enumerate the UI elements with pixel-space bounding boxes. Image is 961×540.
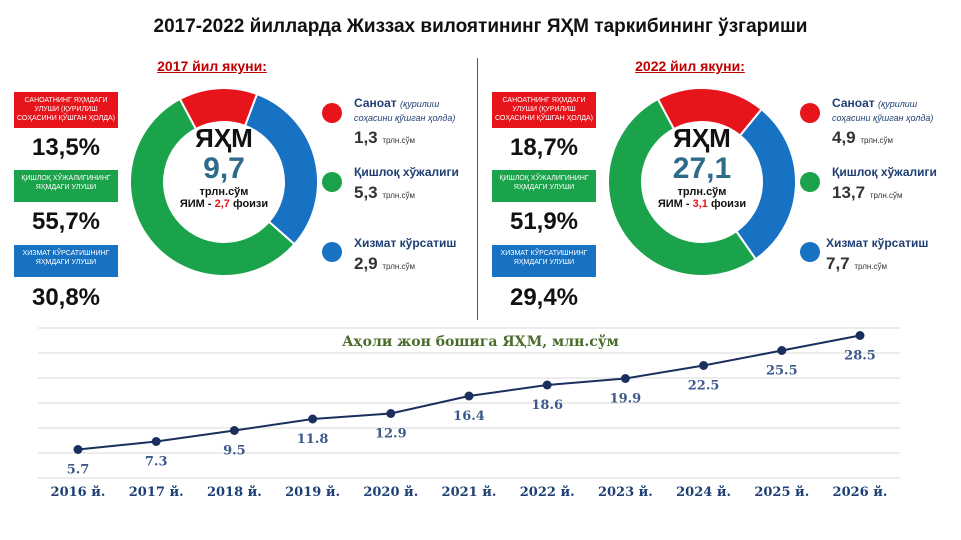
panel-2022-heading: 2022 йил якуни:: [635, 58, 745, 74]
data-label: 11.8: [297, 432, 329, 447]
donut-2017-label: ЯҲМ: [195, 123, 253, 153]
percent-2017-agriculture: 55,7%: [31, 208, 101, 235]
legend-2022-agriculture-dot: [800, 172, 820, 192]
donut-2022-center: ЯҲМ 27,1 трлн.сўм ЯИМ - 3,1 фоизи: [637, 124, 767, 210]
data-label: 5.7: [67, 463, 90, 478]
x-tick-label: 2026 й.: [833, 485, 888, 500]
donut-2017-gdp-share: ЯИМ - 2,7 фоизи: [179, 198, 269, 210]
data-point: [386, 409, 396, 418]
data-label: 22.5: [688, 379, 720, 394]
data-label: 25.5: [766, 364, 798, 379]
x-tick-label: 2020 й.: [363, 485, 418, 500]
legend-2022-agriculture: Қишлоқ хўжалиги 13,7 трлн.сўм: [832, 165, 937, 202]
data-point: [151, 437, 161, 446]
legend-2022-industry-dot: [800, 103, 820, 123]
legend-2017-industry: Саноат (қурилиш соҳасини қўшган ҳолда) 1…: [354, 96, 456, 147]
legend-2022-industry: Саноат (қурилиш соҳасини қўшган ҳолда) 4…: [832, 96, 934, 147]
badge-2017-industry: САНОАТНИНГ ЯҲМДАГИ УЛУШИ (қурилиш соҳаси…: [14, 92, 118, 128]
x-tick-label: 2021 й.: [442, 485, 497, 500]
data-point: [699, 361, 709, 370]
legend-2022-services-dot: [800, 242, 820, 262]
x-tick-label: 2023 й.: [598, 485, 653, 500]
percent-2017-services: 30,8%: [31, 284, 101, 311]
data-label: 18.6: [531, 398, 563, 413]
line-chart-title: Аҳоли жон бошига ЯҲМ, млн.сўм: [342, 334, 619, 350]
line-chart: 5.7 7.3 9.5 11.8 12.9 16.4 18.6 19.9 22.5 25.5 28.…: [38, 327, 900, 500]
donut-2017-total: 9,7: [203, 152, 245, 185]
percent-2017-industry: 13,5%: [31, 134, 101, 161]
badge-2022-services: ХИЗМАТ КЎРСАТИШНИНГ ЯҲМДАГИ УЛУШИ: [492, 245, 596, 277]
legend-2017-agriculture: Қишлоқ хўжалиги 5,3 трлн.сўм: [354, 165, 459, 202]
x-tick-label: 2022 й.: [520, 485, 575, 500]
x-tick-label: 2025 й.: [754, 485, 809, 500]
percent-2022-agriculture: 51,9%: [509, 208, 579, 235]
data-point: [229, 426, 239, 435]
data-point: [620, 374, 630, 383]
x-tick-label: 2018 й.: [207, 485, 262, 500]
page-title: 2017-2022 йилларда Жиззах вилоятининг ЯҲ…: [153, 16, 808, 37]
donut-2022-total: 27,1: [672, 152, 732, 185]
donut-2017-unit: трлн.сўм: [199, 186, 249, 198]
x-tick-label: 2016 й.: [51, 485, 106, 500]
legend-2017-industry-dot: [322, 103, 342, 123]
panel-2017-heading: 2017 йил якуни:: [157, 58, 267, 74]
badge-2017-agriculture: ҚИШЛОҚ ХЎЖАЛИГИНИНГ ЯҲМДАГИ УЛУШИ: [14, 170, 118, 202]
donut-slice-agriculture: [129, 97, 296, 277]
donut-2022-gdp-share: ЯИМ - 3,1 фоизи: [657, 198, 747, 210]
data-point: [542, 380, 552, 390]
badge-2022-agriculture: ҚИШЛОҚ ХЎЖАЛИГИНИНГ ЯҲМДАГИ УЛУШИ: [492, 170, 596, 202]
percent-2022-services: 29,4%: [509, 284, 579, 311]
legend-2022-services: Хизмат кўрсатиш 7,7 трлн.сўм: [826, 236, 929, 273]
data-label: 9.5: [223, 444, 246, 459]
donut-2022-unit: трлн.сўм: [677, 186, 727, 198]
donut-2022: [607, 87, 797, 277]
data-point: [73, 445, 83, 454]
donut-2017-center: ЯҲМ 9,7 трлн.сўм ЯИМ - 2,7 фоизи: [159, 124, 289, 210]
badge-2022-industry: САНОАТНИНГ ЯҲМДАГИ УЛУШИ (қурилиш соҳаси…: [492, 92, 596, 128]
data-point: [308, 414, 318, 424]
x-tick-label: 2024 й.: [676, 485, 731, 500]
data-label: 7.3: [145, 455, 168, 470]
legend-2017-services: Хизмат кўрсатиш 2,9 трлн.сўм: [354, 236, 457, 273]
data-point: [464, 391, 474, 401]
data-label: 19.9: [610, 392, 642, 407]
x-tick-label: 2017 й.: [129, 485, 184, 500]
data-label: 12.9: [375, 427, 407, 442]
donut-2017: [129, 87, 319, 277]
data-point: [777, 346, 787, 355]
donut-slice-agriculture: [607, 97, 758, 277]
legend-2017-services-dot: [322, 242, 342, 262]
data-label: 28.5: [844, 349, 876, 364]
legend-2017-agriculture-dot: [322, 172, 342, 192]
badge-2017-services: ХИЗМАТ КЎРСАТИШНИНГ ЯҲМДАГИ УЛУШИ: [14, 245, 118, 277]
percent-2022-industry: 18,7%: [509, 134, 579, 161]
data-point: [855, 331, 865, 340]
x-tick-label: 2019 й.: [285, 485, 340, 500]
data-label: 16.4: [453, 409, 485, 424]
panel-divider: [477, 58, 478, 320]
donut-slice-services: [243, 92, 319, 246]
donut-2022-label: ЯҲМ: [673, 123, 731, 153]
